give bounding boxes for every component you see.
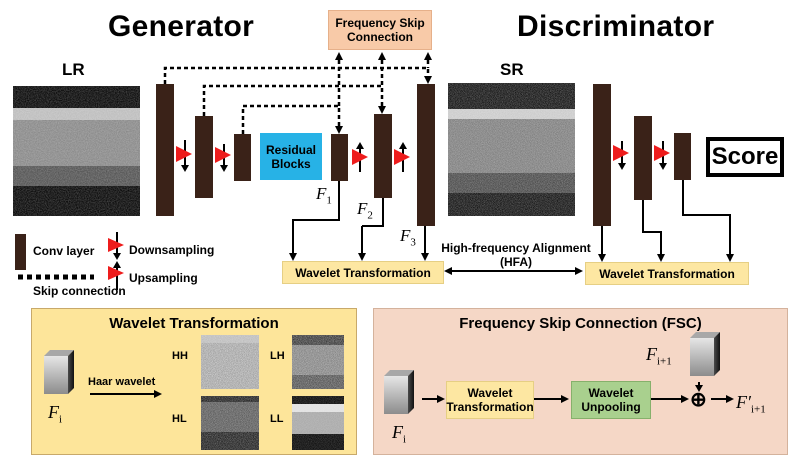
lr-label: LR — [62, 60, 85, 79]
sr-label: SR — [500, 60, 524, 79]
fsc-output-label: F′i+1 — [736, 392, 766, 416]
disc-conv-1 — [593, 84, 611, 226]
legend-skip: Skip connection — [33, 284, 126, 298]
f1-label: F1 — [316, 184, 332, 207]
subband-hl-label: HL — [172, 413, 187, 425]
legend-upsampling: Upsampling — [129, 271, 198, 285]
gen-conv-3 — [234, 134, 251, 181]
generator-title: Generator — [108, 10, 255, 43]
subband-ll-label: LL — [270, 413, 284, 425]
feature-cube-icon — [44, 350, 74, 394]
subband-ll-image — [292, 396, 344, 450]
gen-conv-1 — [156, 84, 174, 216]
plus-icon: ⊕ — [690, 389, 707, 411]
score-box: Score — [706, 137, 784, 177]
fsc-skip-label: Fi+1 — [646, 344, 672, 368]
sr-image — [448, 83, 575, 216]
fsc-arrows — [422, 382, 734, 403]
f3-label: F3 — [400, 226, 416, 249]
legend-downsampling: Downsampling — [129, 243, 215, 257]
lr-image — [13, 86, 140, 216]
fsc-skip-cube-icon — [690, 332, 720, 376]
wavelet-box-generator: Wavelet Transformation — [282, 261, 444, 284]
fsc-input-label: Fi — [392, 422, 407, 446]
wavelet-input-label: Fi — [48, 402, 63, 426]
fsc-panel-title: Frequency Skip Connection (FSC) — [459, 315, 702, 332]
subband-hh-label: HH — [172, 350, 188, 362]
gen-conv-4 — [331, 134, 348, 181]
haar-arrow — [90, 390, 162, 398]
subband-lh-image — [292, 335, 344, 389]
subband-hl-image — [201, 396, 259, 450]
legend-conv: Conv layer — [33, 244, 95, 258]
gen-conv-5 — [374, 114, 392, 198]
haar-wavelet-label: Haar wavelet — [88, 376, 156, 388]
discriminator-title: Discriminator — [517, 10, 715, 43]
fsc-box: Frequency Skip Connection — [328, 10, 432, 50]
wavelet-panel-title: Wavelet Transformation — [109, 315, 279, 332]
fsc-unpool-box: Wavelet Unpooling — [571, 381, 651, 419]
fsc-wavelet-box: Wavelet Transformation — [446, 381, 534, 419]
gen-conv-6 — [417, 84, 435, 226]
fsc-input-cube-icon — [384, 370, 414, 414]
subband-lh-label: LH — [270, 350, 285, 362]
hfa-label: High-frequency Alignment (HFA) — [441, 241, 591, 269]
gen-conv-2 — [195, 116, 213, 198]
subband-hh-image — [201, 335, 259, 389]
residual-blocks: Residual Blocks — [260, 133, 322, 180]
disc-conv-3 — [674, 133, 691, 180]
disc-conv-2 — [634, 116, 652, 200]
wavelet-box-discriminator: Wavelet Transformation — [585, 262, 749, 285]
f2-label: F2 — [357, 199, 373, 222]
